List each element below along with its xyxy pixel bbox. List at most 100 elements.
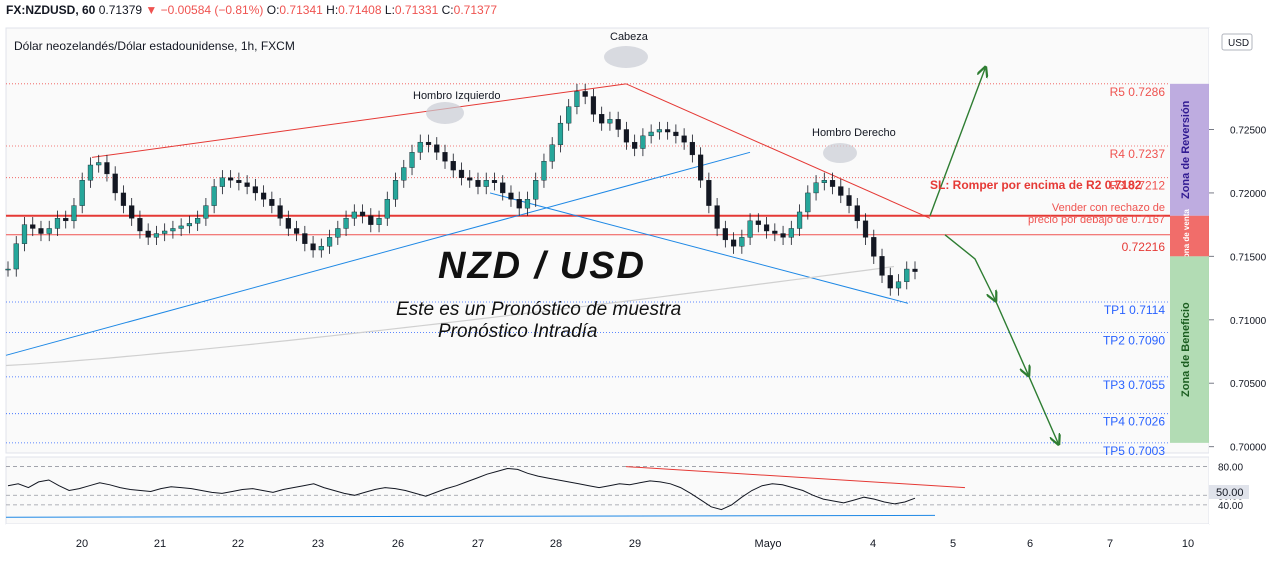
candle-body (162, 230, 168, 234)
close-label: C: (441, 3, 454, 17)
zone-label: Zona de venta (1182, 209, 1191, 263)
candle-body (302, 233, 308, 244)
candle-body (236, 180, 242, 183)
candle-body (838, 186, 844, 196)
candle-body (887, 275, 893, 289)
candle-body (714, 205, 720, 229)
candle-body (79, 180, 85, 206)
candle-body (203, 205, 209, 219)
level-label: R4 0.7237 (1110, 147, 1166, 161)
candle-body (434, 144, 440, 153)
time-axis[interactable] (6, 524, 1209, 552)
candle-body (195, 218, 201, 224)
candle-body (879, 256, 885, 276)
candle-body (54, 218, 61, 229)
candle-body (30, 224, 36, 229)
candle-body (326, 237, 333, 247)
head-marker (604, 46, 648, 68)
candle-body (252, 186, 258, 194)
moving-average-line (5, 265, 895, 367)
rsi-tick-label: 80.00 (1218, 463, 1243, 474)
open-value: 0.71341 (279, 3, 323, 17)
x-tick-label: 6 (1027, 538, 1033, 550)
candle-body (96, 162, 102, 166)
main-pane[interactable] (5, 27, 1210, 454)
zone-band (1170, 215, 1209, 257)
candle-body (763, 224, 770, 232)
candle-body (648, 131, 654, 137)
candle-body (805, 192, 811, 213)
symbol-label[interactable]: FX:NZDUSD, 60 (6, 3, 96, 17)
candle-body (71, 205, 77, 222)
rsi-line (7, 467, 916, 511)
candle-body (335, 228, 341, 238)
candle-body (145, 230, 151, 238)
candle-body (368, 215, 374, 225)
candle-body (747, 220, 753, 238)
zones: Zona de Reversión Zona de venta Zona de Be… (1170, 83, 1209, 443)
candle-body (780, 233, 786, 238)
sell-text-1: Vender con rechazo de (1052, 202, 1165, 214)
level-label: TP2 0.7090 (1103, 333, 1165, 347)
x-tick-label: 7 (1107, 538, 1113, 550)
x-tick-label: 27 (472, 538, 484, 550)
candle-body (623, 129, 630, 143)
candle-body (425, 141, 432, 145)
low-value: 0.71331 (394, 3, 439, 17)
x-tick-label: 23 (312, 538, 324, 550)
forecast-arrow (1027, 374, 1058, 443)
candle-body (13, 243, 19, 270)
candle-body (318, 246, 324, 251)
candle-body (277, 205, 283, 219)
open-label: O: (266, 3, 280, 17)
candle-body (467, 177, 473, 181)
y-tick-label: 0.70500 (1230, 379, 1267, 390)
candle-body (261, 192, 267, 200)
candle-body (458, 169, 465, 178)
forecast-arrow (929, 69, 985, 217)
candle-body (87, 164, 94, 181)
currency-badge[interactable] (1221, 33, 1253, 51)
candle-body (755, 220, 761, 225)
rsi-tick-label: 40.00 (1218, 501, 1243, 512)
head-label: Cabeza (610, 31, 649, 43)
neckline-top (91, 83, 627, 158)
candle-body (129, 205, 135, 219)
close-value: 0.71377 (453, 3, 498, 17)
zone-label: Zona de Reversión (1180, 100, 1192, 199)
candle-body (417, 141, 423, 153)
candle-body (813, 182, 819, 194)
candle-body (475, 180, 481, 187)
candle-body (549, 144, 555, 162)
candle-body (689, 141, 695, 156)
left-shoulder-marker (426, 102, 464, 124)
x-axis-ticks: 20 21 22 23 26 27 28 29 Mayo 4 5 6 7 10 (76, 538, 1194, 550)
candle-body (772, 230, 778, 234)
candle-body (120, 192, 127, 206)
price-chart[interactable]: Zona de Reversión Zona de venta Zona de Be… (0, 20, 1274, 563)
rsi-pane[interactable] (5, 456, 1210, 525)
candle-body (442, 152, 448, 162)
y-tick-label: 0.71000 (1230, 316, 1267, 327)
y-tick-label: 0.70000 (1230, 443, 1267, 454)
candle-body (228, 177, 234, 181)
candle-body (722, 228, 728, 241)
candle-body (796, 211, 803, 229)
trendlines (5, 83, 931, 367)
price-axis[interactable] (1209, 28, 1274, 524)
candle-body (112, 173, 118, 194)
candle-body (38, 228, 44, 234)
level-label: R5 0.7286 (1110, 85, 1166, 99)
candle-body (846, 195, 852, 206)
candle-body (607, 119, 613, 124)
candle-body (599, 114, 605, 124)
candle-body (731, 239, 737, 247)
level-label: TP5 0.7003 (1103, 444, 1165, 458)
candle-body (450, 161, 456, 171)
candle-body (285, 218, 291, 229)
price-change: −0.00584 (−0.81%) (160, 3, 264, 17)
candle-body (516, 199, 522, 209)
x-tick-label: Mayo (755, 538, 782, 550)
candle-body (904, 268, 910, 282)
candle-body (788, 228, 794, 238)
